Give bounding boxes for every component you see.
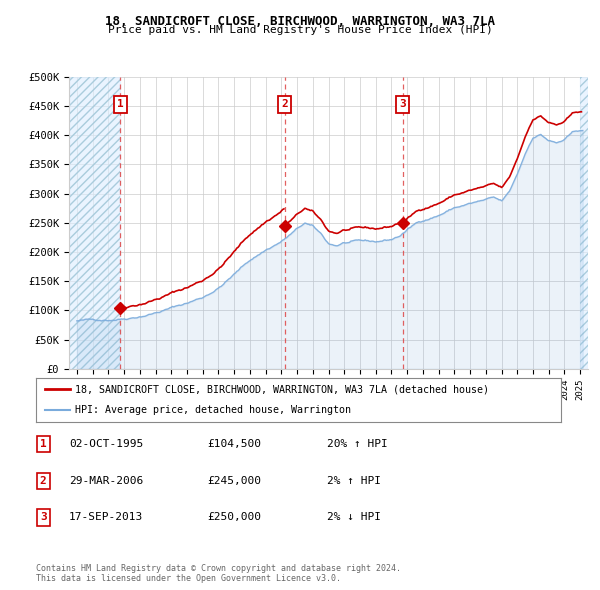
Bar xyxy=(69,77,120,369)
Text: Contains HM Land Registry data © Crown copyright and database right 2024.
This d: Contains HM Land Registry data © Crown c… xyxy=(36,563,401,583)
Text: 20% ↑ HPI: 20% ↑ HPI xyxy=(327,440,388,449)
Text: 3: 3 xyxy=(400,100,406,109)
Text: 2% ↓ HPI: 2% ↓ HPI xyxy=(327,513,381,522)
Text: 1: 1 xyxy=(117,100,124,109)
Text: 3: 3 xyxy=(40,513,47,522)
Bar xyxy=(580,77,588,369)
Text: £245,000: £245,000 xyxy=(207,476,261,486)
Text: 18, SANDICROFT CLOSE, BIRCHWOOD, WARRINGTON, WA3 7LA: 18, SANDICROFT CLOSE, BIRCHWOOD, WARRING… xyxy=(105,15,495,28)
Text: 2% ↑ HPI: 2% ↑ HPI xyxy=(327,476,381,486)
Text: £104,500: £104,500 xyxy=(207,440,261,449)
Text: 1: 1 xyxy=(40,440,47,449)
Text: 29-MAR-2006: 29-MAR-2006 xyxy=(69,476,143,486)
Text: Price paid vs. HM Land Registry's House Price Index (HPI): Price paid vs. HM Land Registry's House … xyxy=(107,25,493,35)
Text: 2: 2 xyxy=(281,100,288,109)
Text: HPI: Average price, detached house, Warrington: HPI: Average price, detached house, Warr… xyxy=(76,405,352,415)
Text: 18, SANDICROFT CLOSE, BIRCHWOOD, WARRINGTON, WA3 7LA (detached house): 18, SANDICROFT CLOSE, BIRCHWOOD, WARRING… xyxy=(76,384,490,394)
Text: 2: 2 xyxy=(40,476,47,486)
Text: £250,000: £250,000 xyxy=(207,513,261,522)
Bar xyxy=(69,77,120,369)
Text: 02-OCT-1995: 02-OCT-1995 xyxy=(69,440,143,449)
Bar xyxy=(580,77,588,369)
Text: 17-SEP-2013: 17-SEP-2013 xyxy=(69,513,143,522)
